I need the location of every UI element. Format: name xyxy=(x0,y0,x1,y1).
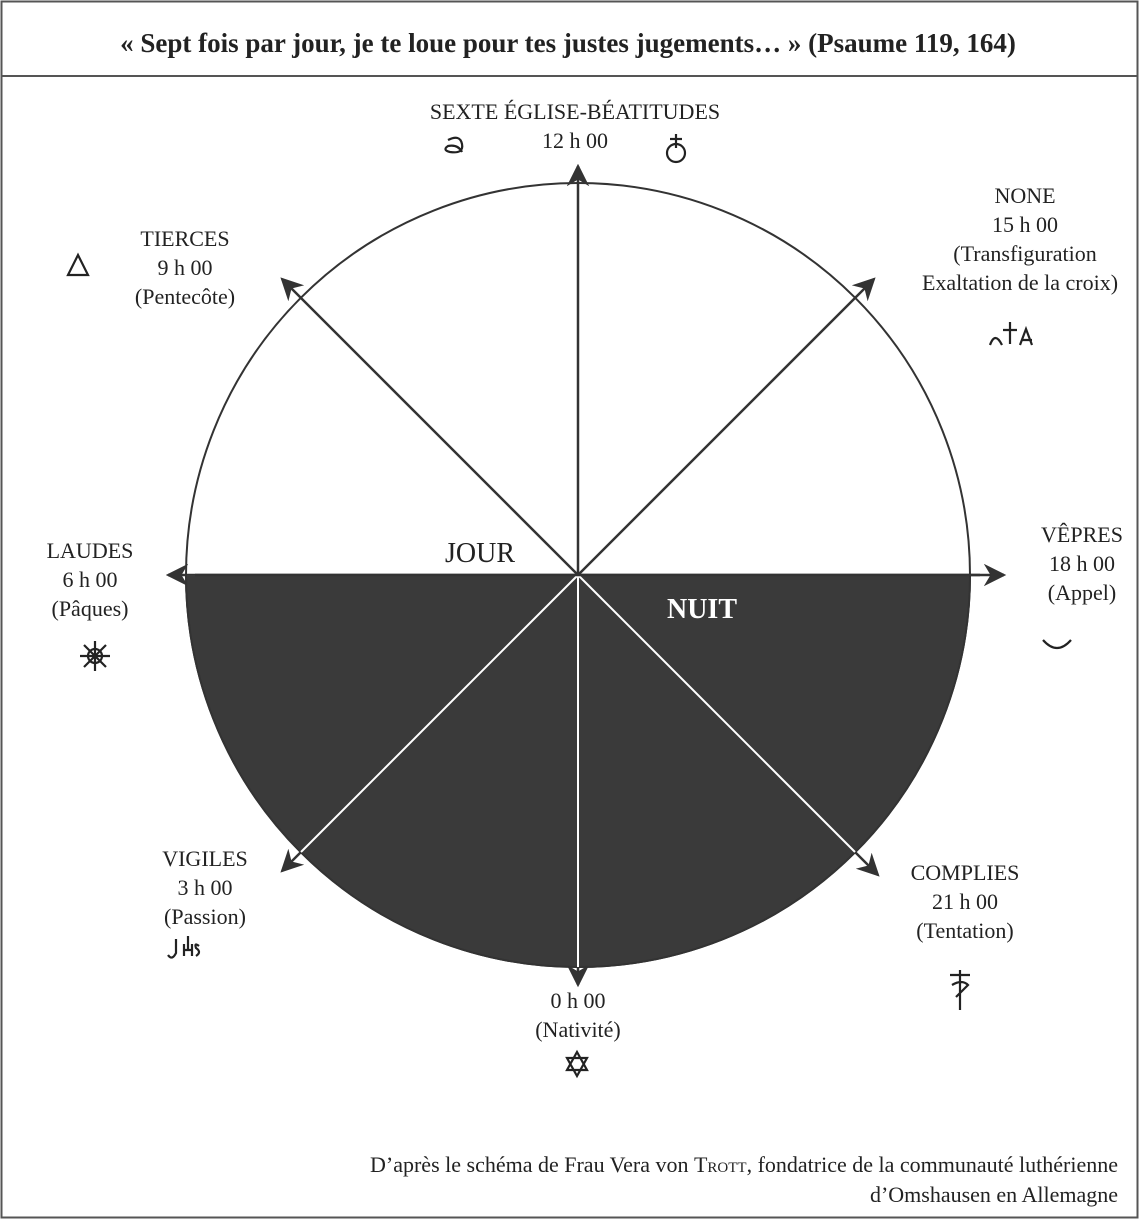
hour-feast: (Pâques) xyxy=(52,596,129,621)
hour-feast: (Pentecôte) xyxy=(135,284,235,309)
symbols xyxy=(66,134,1072,1079)
hour-feast: (Passion) xyxy=(164,904,246,929)
title: « Sept fois par jour, je te loue pour te… xyxy=(120,28,1016,58)
night-label: NUIT xyxy=(667,594,737,625)
caption-before: D’après le schéma de Frau Vera von xyxy=(370,1152,694,1177)
hour-time: 6 h 00 xyxy=(63,567,118,592)
hour-name: VIGILES xyxy=(162,846,248,871)
hour-time: 9 h 00 xyxy=(158,255,213,280)
hour-feast: (Transfiguration xyxy=(953,241,1096,266)
caption-line-2: d’Omshausen en Allemagne xyxy=(870,1182,1118,1207)
hour-feast: Exaltation de la croix) xyxy=(922,270,1118,295)
day-label: JOUR xyxy=(445,538,515,569)
hour-time: 12 h 00 xyxy=(542,128,608,153)
caption-name: Trott xyxy=(694,1152,747,1177)
night-spokes xyxy=(300,574,856,967)
hour-time: 15 h 00 xyxy=(992,212,1058,237)
hour-time: 0 h 00 xyxy=(551,988,606,1013)
caption-after: , fondatrice de la communauté luthérienn… xyxy=(747,1152,1118,1177)
caption-line: D’après le schéma de Frau Vera von Trott… xyxy=(370,1152,1118,1177)
hour-name: LAUDES xyxy=(47,538,134,563)
hour-feast: (Tentation) xyxy=(916,918,1013,943)
hour-name: NONE xyxy=(994,183,1055,208)
hour-time: 21 h 00 xyxy=(932,889,998,914)
hour-name: VÊPRES xyxy=(1041,522,1123,547)
hour-name: SEXTE ÉGLISE-BÉATITUDES xyxy=(430,99,720,124)
hour-name: TIERCES xyxy=(140,226,229,251)
hour-feast: (Nativité) xyxy=(535,1017,621,1042)
hour-feast: (Appel) xyxy=(1048,580,1116,605)
hour-time: 3 h 00 xyxy=(178,875,233,900)
hour-name: COMPLIES xyxy=(911,860,1020,885)
hour-time: 18 h 00 xyxy=(1049,551,1115,576)
